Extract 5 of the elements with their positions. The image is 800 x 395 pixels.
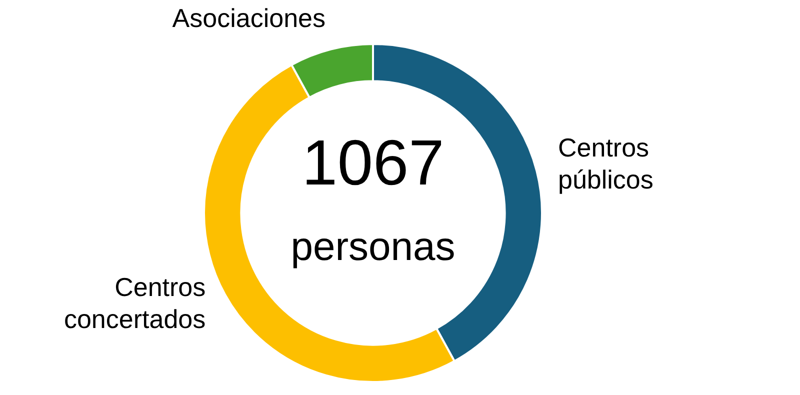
text: 1067 bbox=[302, 126, 444, 199]
slice-label: Centros públicos bbox=[558, 132, 654, 195]
slice-label: Asociaciones bbox=[172, 3, 326, 34]
text: personas bbox=[290, 225, 456, 270]
slice-label: Centros concertados bbox=[64, 272, 206, 334]
